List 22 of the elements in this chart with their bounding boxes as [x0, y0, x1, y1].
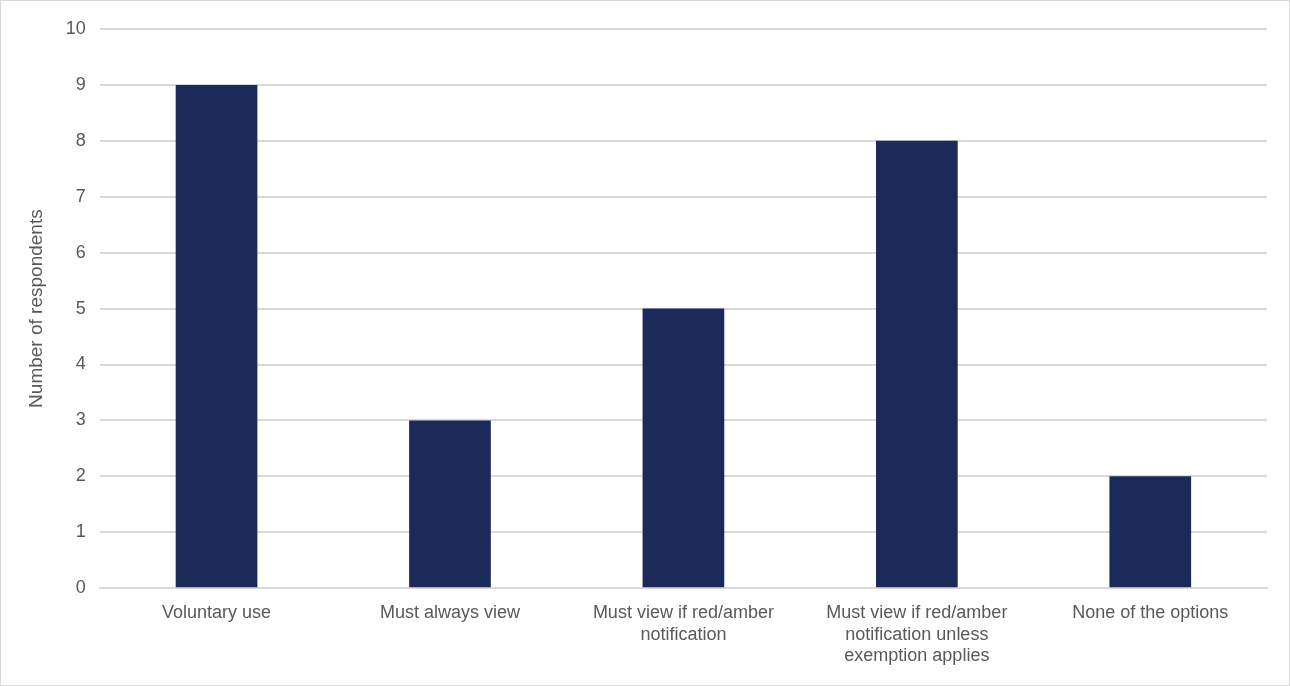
y-tick-label: 10 — [65, 17, 86, 38]
bar — [1109, 476, 1192, 588]
bar — [409, 420, 491, 588]
bar — [642, 308, 725, 588]
y-tick-label: 3 — [75, 409, 86, 430]
y-tick-label: 6 — [75, 241, 86, 262]
x-tick-label: None of the options — [1072, 601, 1229, 622]
x-tick-label: Must view if red/amber notification — [592, 601, 774, 644]
y-tick-label: 4 — [75, 353, 86, 374]
x-tick-label: Must view if red/amber notification unless exemption applies — [826, 601, 1008, 666]
y-axis-title: Number of respondents — [24, 209, 46, 408]
bar — [175, 84, 258, 588]
y-tick-label: 2 — [75, 465, 86, 486]
y-tick-label: 1 — [75, 521, 86, 542]
y-tick-label: 7 — [75, 185, 86, 206]
y-tick-label: 5 — [75, 297, 86, 318]
y-tick-label: 0 — [75, 577, 86, 598]
x-tick-label: Must always view — [379, 601, 521, 622]
y-tick-label: 9 — [75, 73, 86, 94]
x-tick-label: Voluntary use — [162, 601, 272, 622]
bar — [876, 140, 958, 588]
y-tick-label: 8 — [75, 129, 86, 150]
